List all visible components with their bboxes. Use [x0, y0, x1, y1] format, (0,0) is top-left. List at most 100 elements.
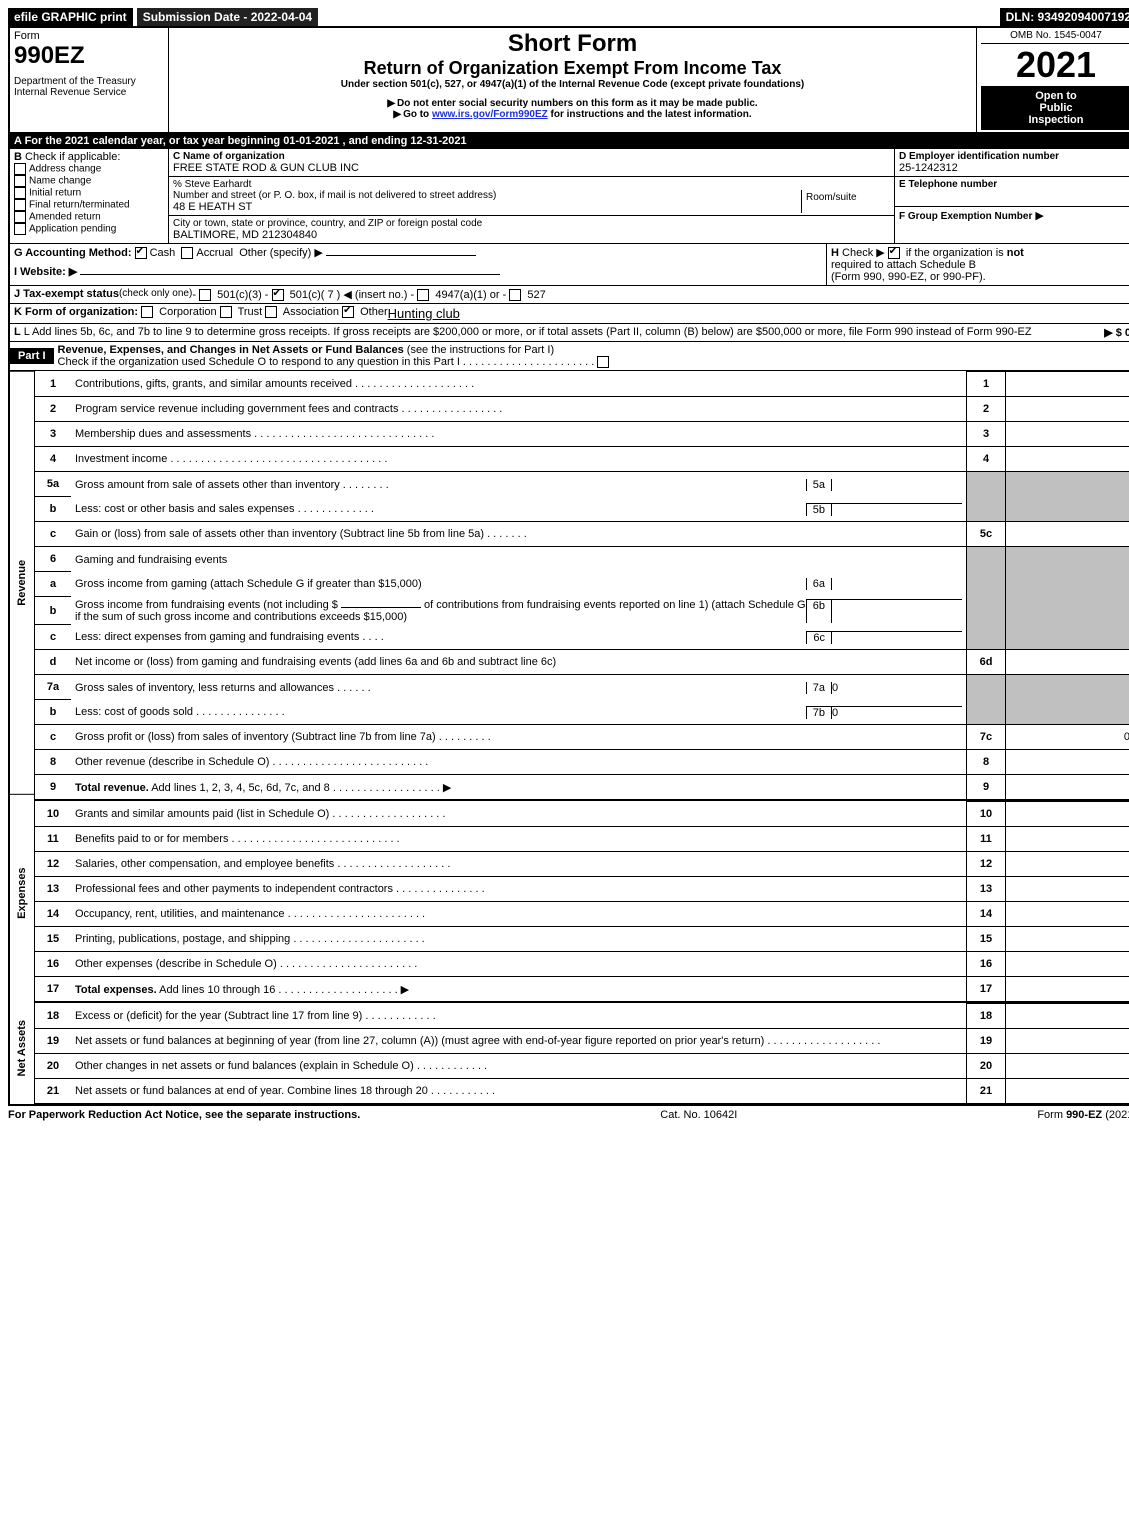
- b-checkbox[interactable]: [14, 163, 26, 175]
- line-6: Gaming and fundraising events: [75, 554, 227, 566]
- k-other-value: Hunting club: [388, 306, 460, 321]
- goto-a: Go to: [403, 109, 432, 120]
- h-d: (Form 990, 990-EZ, or 990-PF).: [831, 271, 1129, 283]
- b-item-label: Initial return: [29, 188, 81, 199]
- table-row: 14Occupancy, rent, utilities, and mainte…: [35, 902, 1129, 927]
- c-city: BALTIMORE, MD 212304840: [173, 229, 890, 241]
- open-2: Public: [985, 102, 1127, 114]
- line-1: Contributions, gifts, grants, and simila…: [75, 378, 352, 390]
- table-row: 10Grants and similar amounts paid (list …: [35, 802, 1129, 827]
- table-row: 6Gaming and fundraising events: [35, 547, 1129, 572]
- b-checkbox[interactable]: [14, 223, 26, 235]
- table-row: bLess: cost of goods sold . . . . . . . …: [35, 700, 1129, 725]
- ssn-note: Do not enter social security numbers on …: [397, 98, 758, 109]
- k-checkbox[interactable]: [265, 306, 277, 318]
- k-checkbox[interactable]: [220, 306, 232, 318]
- k-checkbox[interactable]: [342, 306, 354, 318]
- j-opt-label: 4947(a)(1) or: [435, 289, 499, 301]
- l-amount: ▶ $ 0: [1104, 326, 1129, 339]
- line-6d: Net income or (loss) from gaming and fun…: [75, 656, 556, 668]
- b-checkbox[interactable]: [14, 211, 26, 223]
- table-row: cLess: direct expenses from gaming and f…: [35, 625, 1129, 650]
- form-outline: Form 990EZ Department of the Treasury In…: [8, 26, 1129, 1106]
- table-row: 16Other expenses (describe in Schedule O…: [35, 952, 1129, 977]
- table-row: aGross income from gaming (attach Schedu…: [35, 572, 1129, 597]
- dept-2: Internal Revenue Service: [14, 87, 164, 98]
- table-row: 18Excess or (deficit) for the year (Subt…: [35, 1004, 1129, 1029]
- b-letter: B: [14, 151, 22, 163]
- arrow-icon: [1035, 210, 1045, 222]
- table-row: 11Benefits paid to or for members . . . …: [35, 827, 1129, 852]
- line-6a: Gross income from gaming (attach Schedul…: [75, 578, 422, 590]
- h-checkbox[interactable]: [888, 247, 900, 259]
- line-15: Printing, publications, postage, and shi…: [75, 933, 290, 945]
- c-name-label: C Name of organization: [173, 151, 890, 162]
- dept-1: Department of the Treasury: [14, 76, 164, 87]
- short-form-title: Short Form: [173, 30, 972, 58]
- section-a-bar: A For the 2021 calendar year, or tax yea…: [10, 133, 1129, 149]
- dln-label: DLN: 93492094007192: [1000, 8, 1129, 26]
- table-row: 13Professional fees and other payments t…: [35, 877, 1129, 902]
- form-number: 990EZ: [14, 42, 164, 70]
- val-7a: 0: [832, 682, 962, 694]
- d-ein-label: D Employer identification number: [899, 151, 1129, 162]
- table-row: cGross profit or (loss) from sales of in…: [35, 725, 1129, 750]
- k-label: K Form of organization:: [14, 306, 138, 321]
- revenue-side-label: Revenue: [10, 371, 34, 794]
- line-9: Total revenue.: [75, 782, 149, 794]
- j-opt-label: 501(c)( 7 ) ◀ (insert no.): [290, 289, 408, 301]
- i-website-label: I Website: ▶: [14, 266, 77, 278]
- j-checkbox[interactable]: [509, 289, 521, 301]
- j-checkbox[interactable]: [272, 289, 284, 301]
- line-6b-a: Gross income from fundraising events (no…: [75, 599, 338, 611]
- g-accrual-checkbox[interactable]: [181, 247, 193, 259]
- table-row: 5aGross amount from sale of assets other…: [35, 472, 1129, 497]
- goto-b: for instructions and the latest informat…: [548, 109, 752, 120]
- val-7c: 0: [1006, 725, 1129, 750]
- g-label: G Accounting Method:: [14, 247, 132, 259]
- line-3: Membership dues and assessments: [75, 428, 251, 440]
- line-10: Grants and similar amounts paid (list in…: [75, 808, 329, 820]
- table-row: 19Net assets or fund balances at beginni…: [35, 1029, 1129, 1054]
- b-checkbox[interactable]: [14, 199, 26, 211]
- arrow-icon: [393, 109, 403, 120]
- b-item-label: Address change: [29, 164, 101, 175]
- open-1: Open to: [985, 90, 1127, 102]
- k-opt-label: Other: [360, 306, 388, 318]
- line-2: Program service revenue including govern…: [75, 403, 398, 415]
- header-bar: efile GRAPHIC print Submission Date - 20…: [8, 8, 1129, 26]
- j-checkbox[interactable]: [199, 289, 211, 301]
- line-5b: Less: cost or other basis and sales expe…: [75, 503, 295, 515]
- d-ein: 25-1242312: [899, 162, 1129, 174]
- line-4: Investment income: [75, 453, 167, 465]
- omb-number: OMB No. 1545-0047: [981, 30, 1129, 44]
- line-6c: Less: direct expenses from gaming and fu…: [75, 631, 359, 643]
- g-cash-checkbox[interactable]: [135, 247, 147, 259]
- line-8: Other revenue (describe in Schedule O): [75, 756, 269, 768]
- expenses-side-label: Expenses: [10, 794, 34, 992]
- line-11: Benefits paid to or for members: [75, 833, 228, 845]
- line-18: Excess or (deficit) for the year (Subtra…: [75, 1010, 362, 1022]
- c-care-of: % Steve Earhardt: [173, 179, 890, 190]
- submission-date: Submission Date - 2022-04-04: [137, 8, 318, 26]
- k-checkbox[interactable]: [141, 306, 153, 318]
- table-row: cGain or (loss) from sale of assets othe…: [35, 522, 1129, 547]
- line-7a: Gross sales of inventory, less returns a…: [75, 682, 334, 694]
- line-21: Net assets or fund balances at end of ye…: [75, 1085, 428, 1097]
- b-checkbox[interactable]: [14, 175, 26, 187]
- line-7c: Gross profit or (loss) from sales of inv…: [75, 731, 436, 743]
- footer-left: For Paperwork Reduction Act Notice, see …: [8, 1109, 360, 1121]
- line-9b: Add lines 1, 2, 3, 4, 5c, 6d, 7c, and 8: [149, 782, 330, 794]
- line-16: Other expenses (describe in Schedule O): [75, 958, 277, 970]
- j-label: J Tax-exempt status: [14, 288, 119, 301]
- return-title: Return of Organization Exempt From Incom…: [173, 58, 972, 79]
- b-checkbox[interactable]: [14, 187, 26, 199]
- j-checkbox[interactable]: [417, 289, 429, 301]
- b-text: Check if applicable:: [22, 151, 120, 163]
- b-item-label: Application pending: [29, 224, 116, 235]
- irs-link[interactable]: www.irs.gov/Form990EZ: [432, 109, 548, 120]
- table-row: 15Printing, publications, postage, and s…: [35, 927, 1129, 952]
- part1-schedule-o-checkbox[interactable]: [597, 356, 609, 368]
- table-row: bLess: cost or other basis and sales exp…: [35, 497, 1129, 522]
- line-19: Net assets or fund balances at beginning…: [75, 1035, 764, 1047]
